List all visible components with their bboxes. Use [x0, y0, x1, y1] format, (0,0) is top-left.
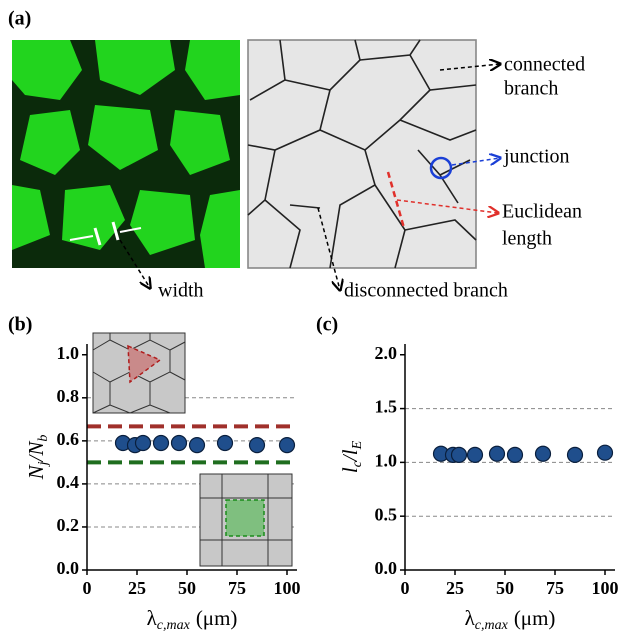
figure: (a) (b) (c)	[0, 0, 627, 636]
x-tick-label: 50	[178, 578, 196, 598]
x-tick-label: 0	[83, 578, 92, 598]
axis-label-part: /N	[24, 441, 48, 463]
panel-label: (a)	[8, 8, 31, 30]
data-point	[536, 446, 551, 461]
axis-label-part: (μm)	[514, 606, 556, 630]
data-point	[218, 436, 233, 451]
y-tick-label: 0.0	[375, 558, 398, 578]
data-point	[250, 438, 265, 453]
y-tick-label: 0.5	[375, 504, 398, 524]
data-point	[508, 447, 523, 462]
y-tick-label: 0.0	[57, 558, 80, 578]
skeleton	[248, 40, 476, 268]
page: {"panels": {"a": "(a)", "b": "(b)", "c":…	[0, 0, 627, 636]
data-point	[280, 438, 295, 453]
data-point	[136, 436, 151, 451]
panel-label: (c)	[316, 314, 338, 336]
annotation: Euclidean	[502, 201, 582, 223]
axis-label: Nj/Nb	[24, 435, 51, 481]
x-tick-label: 100	[592, 578, 619, 598]
x-tick-label: 50	[496, 578, 514, 598]
axis-label-part: (μm)	[196, 606, 238, 630]
data-point	[190, 438, 205, 453]
y-tick-label: 0.4	[57, 472, 80, 492]
annotation: width	[158, 280, 204, 302]
y-tick-label: 1.0	[57, 343, 80, 363]
data-point	[598, 445, 613, 460]
axis-label-subscript: b	[36, 435, 51, 442]
annotation: connected	[504, 54, 585, 76]
data-point	[468, 447, 483, 462]
x-tick-label: 100	[274, 578, 301, 598]
axis-label-subscript: c,max	[475, 618, 509, 633]
axis-label-subscript: E	[350, 440, 365, 450]
y-tick-label: 1.5	[375, 397, 398, 417]
micrograph	[12, 40, 240, 268]
axis-label-subscript: c,max	[157, 618, 191, 633]
y-tick-label: 0.2	[57, 515, 80, 535]
axis-label: lc/lE	[338, 440, 365, 473]
panel-label: (b)	[8, 314, 32, 336]
annotation: length	[502, 228, 552, 250]
axis-label-part: N	[24, 464, 48, 480]
x-tick-label: 25	[446, 578, 464, 598]
data-point	[172, 436, 187, 451]
x-tick-label: 0	[401, 578, 410, 598]
axis-label: λc,max(μm)	[147, 606, 238, 633]
y-tick-label: 0.8	[57, 386, 80, 406]
data-point	[568, 447, 583, 462]
annotation: disconnected branch	[344, 280, 508, 302]
data-point	[154, 436, 169, 451]
data-point	[490, 446, 505, 461]
annotation: junction	[503, 146, 570, 168]
y-tick-label: 1.0	[375, 451, 398, 471]
axis-label: λc,max(μm)	[465, 606, 556, 633]
y-tick-label: 0.6	[57, 429, 80, 449]
y-tick-label: 2.0	[375, 343, 398, 363]
x-tick-label: 25	[128, 578, 146, 598]
data-point	[452, 447, 467, 462]
x-tick-label: 75	[228, 578, 246, 598]
annotation: branch	[504, 78, 558, 100]
axis-label-part: /l	[338, 449, 362, 462]
x-tick-label: 75	[546, 578, 564, 598]
